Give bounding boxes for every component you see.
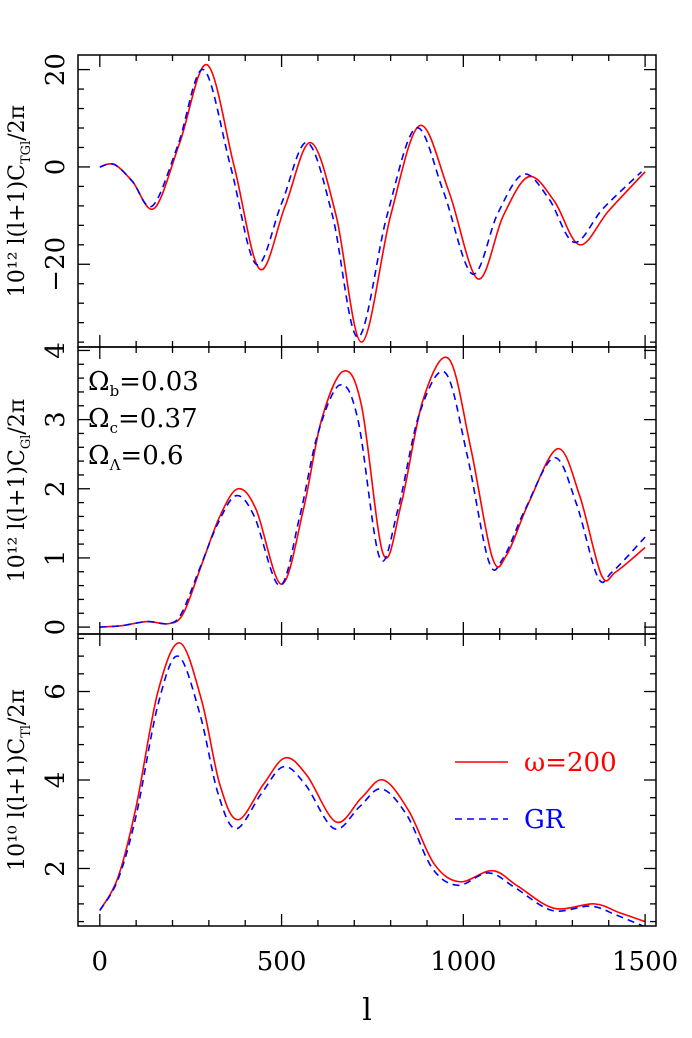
legend-omega-label: ω=200 [524,748,617,778]
gr-curve [99,370,646,628]
y-tick-label: 1 [41,550,71,567]
x-tick-label: 1000 [430,947,496,977]
y-tick-label: 0 [41,159,71,176]
x-tick-label: 1500 [612,947,678,977]
param-annotation: ΩΛ=0.6 [88,441,184,474]
panel-2: 0 1 2 3 4 10¹² l(l+1)CGl/2π Ωb=0.03 Ωc=0.37 ΩΛ=0… [5,342,657,636]
param-annotation: Ωc=0.37 [88,404,198,437]
x-tick-label: 500 [257,947,307,977]
omega-200-curve [99,63,646,343]
omega-200-curve [99,642,646,923]
y-tick-label: 4 [41,342,71,359]
y-tick-label: 20 [41,53,71,86]
y-tick-label: 4 [41,772,71,789]
y-tick-label: 6 [41,683,71,700]
omega-200-curve [99,356,646,628]
gr-curve [99,68,643,339]
y-axis-label: 10¹² l(l+1)CTGl/2π [5,105,34,297]
panel-frame [77,54,657,348]
y-tick-label: 0 [41,619,71,636]
y-axis-label: 10¹² l(l+1)CGl/2π [5,399,34,583]
y-tick-label: 2 [41,860,71,877]
param-annotation: Ωb=0.03 [88,367,199,400]
y-tick-label: 2 [41,480,71,497]
gr-curve [99,655,646,926]
legend-gr-label: GR [524,805,566,835]
y-tick-label: 3 [41,411,71,428]
x-axis-label: l [362,993,372,1028]
y-tick-label: −20 [41,237,71,292]
panel-3: 2 4 6 10¹⁰ l(l+1)CTl/2π [5,633,657,927]
y-axis-label: 10¹⁰ l(l+1)CTl/2π [5,689,34,871]
x-tick-label: 0 [92,947,109,977]
